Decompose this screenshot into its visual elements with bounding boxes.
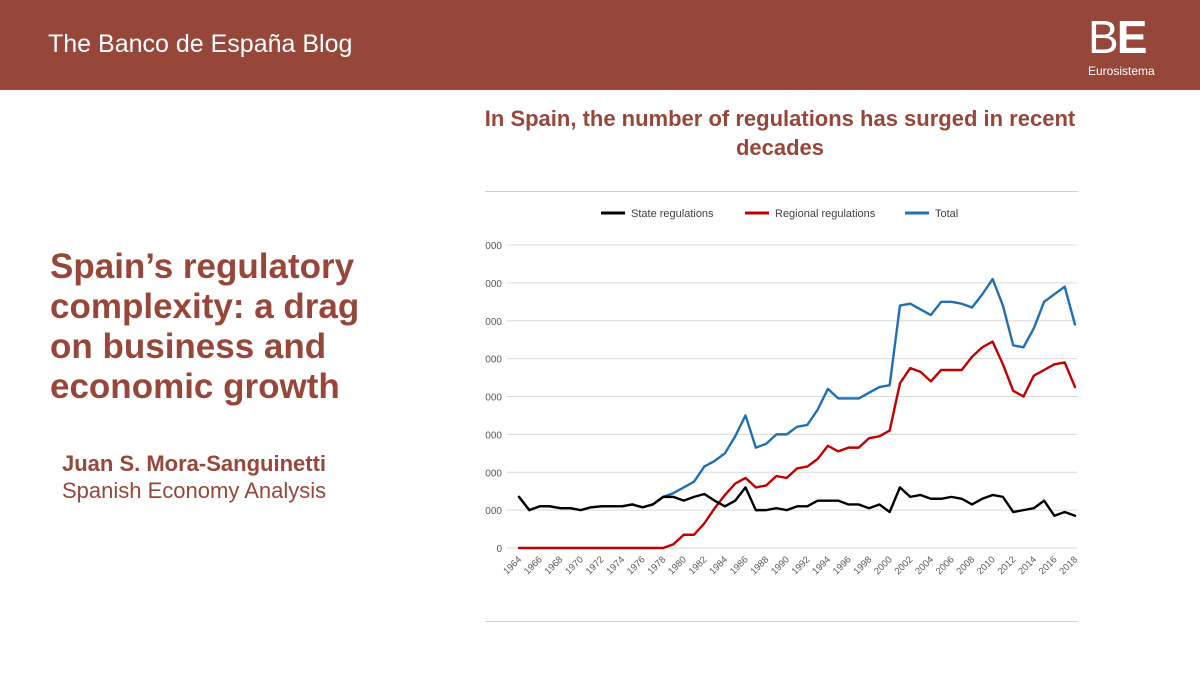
x-tick-label: 2018 bbox=[1057, 554, 1080, 577]
logo-letter-b: B bbox=[1088, 11, 1119, 63]
y-tick-label: 16000 bbox=[474, 241, 502, 252]
legend-label: State regulations bbox=[631, 208, 714, 220]
series-line-regional-regulations bbox=[517, 340, 1077, 550]
x-tick-label: 1978 bbox=[646, 554, 669, 577]
chart-gridlines bbox=[507, 244, 1077, 549]
author-name: Juan S. Mora-Sanguinetti bbox=[62, 451, 327, 476]
series-line-state-regulations bbox=[517, 486, 1077, 518]
y-axis-tick-labels: 0 2000 4000 6000 8000 10000 12000 14000 16000 bbox=[474, 241, 503, 555]
x-tick-label: 2012 bbox=[996, 554, 1019, 577]
x-tick-label: 1990 bbox=[769, 554, 792, 577]
x-tick-label: 1988 bbox=[749, 554, 772, 577]
chart-bottom-divider bbox=[485, 621, 1078, 622]
x-tick-label: 1972 bbox=[584, 554, 607, 577]
chart-top-divider bbox=[485, 191, 1078, 192]
chart-legend: State regulations Regional regulations Tot… bbox=[601, 208, 958, 220]
y-tick-label: 10000 bbox=[474, 355, 502, 366]
logo-letter-e: E bbox=[1116, 11, 1148, 63]
y-tick-label: 2000 bbox=[480, 506, 503, 517]
x-tick-label: 1998 bbox=[851, 554, 874, 577]
chart-series-lines bbox=[517, 277, 1077, 550]
article-title: Spain’s regulatory complexity: a drag on… bbox=[50, 247, 360, 406]
x-tick-label: 2010 bbox=[975, 554, 998, 577]
x-tick-label: 1974 bbox=[604, 554, 627, 577]
x-tick-label: 1982 bbox=[687, 554, 710, 577]
x-tick-label: 2006 bbox=[934, 554, 957, 577]
y-tick-label: 4000 bbox=[480, 468, 503, 479]
x-tick-label: 1968 bbox=[543, 554, 566, 577]
x-tick-label: 1992 bbox=[790, 554, 813, 577]
y-tick-label: 6000 bbox=[480, 430, 503, 441]
x-tick-label: 1980 bbox=[666, 554, 689, 577]
x-tick-label: 1970 bbox=[563, 554, 586, 577]
y-tick-label: 8000 bbox=[480, 393, 503, 404]
y-tick-label: 0 bbox=[496, 544, 502, 555]
x-tick-label: 1976 bbox=[625, 554, 648, 577]
x-tick-label: 2016 bbox=[1037, 554, 1060, 577]
x-tick-label: 2002 bbox=[893, 554, 916, 577]
series-line-total bbox=[517, 277, 1077, 512]
banco-de-espana-logo[interactable]: BE Eurosistema bbox=[1088, 14, 1168, 80]
x-tick-label: 1986 bbox=[728, 554, 751, 577]
legend-label: Regional regulations bbox=[775, 208, 876, 220]
site-header: The Banco de España Blog BE Eurosistema bbox=[0, 0, 1200, 90]
blog-title[interactable]: The Banco de España Blog bbox=[48, 30, 353, 58]
logo-subtitle: Eurosistema bbox=[1088, 64, 1155, 78]
x-tick-label: 1994 bbox=[810, 554, 833, 577]
x-tick-label: 1966 bbox=[522, 554, 545, 577]
y-tick-label: 14000 bbox=[474, 279, 502, 290]
logo-mark: BE bbox=[1088, 11, 1148, 63]
x-tick-label: 2004 bbox=[913, 554, 936, 577]
x-tick-label: 2000 bbox=[872, 554, 895, 577]
chart-title: In Spain, the number of regulations has … bbox=[484, 106, 1076, 160]
x-tick-label: 1984 bbox=[707, 554, 730, 577]
x-tick-label: 1996 bbox=[831, 554, 854, 577]
x-axis-tick-labels: 1964196619681970197219741976197819801982… bbox=[501, 554, 1080, 577]
x-tick-label: 1964 bbox=[501, 554, 524, 577]
x-tick-label: 2014 bbox=[1016, 554, 1039, 577]
x-tick-label: 2008 bbox=[954, 554, 977, 577]
author-affiliation: Spanish Economy Analysis bbox=[62, 478, 327, 503]
legend-label: Total bbox=[935, 208, 958, 220]
y-tick-label: 12000 bbox=[474, 317, 502, 328]
